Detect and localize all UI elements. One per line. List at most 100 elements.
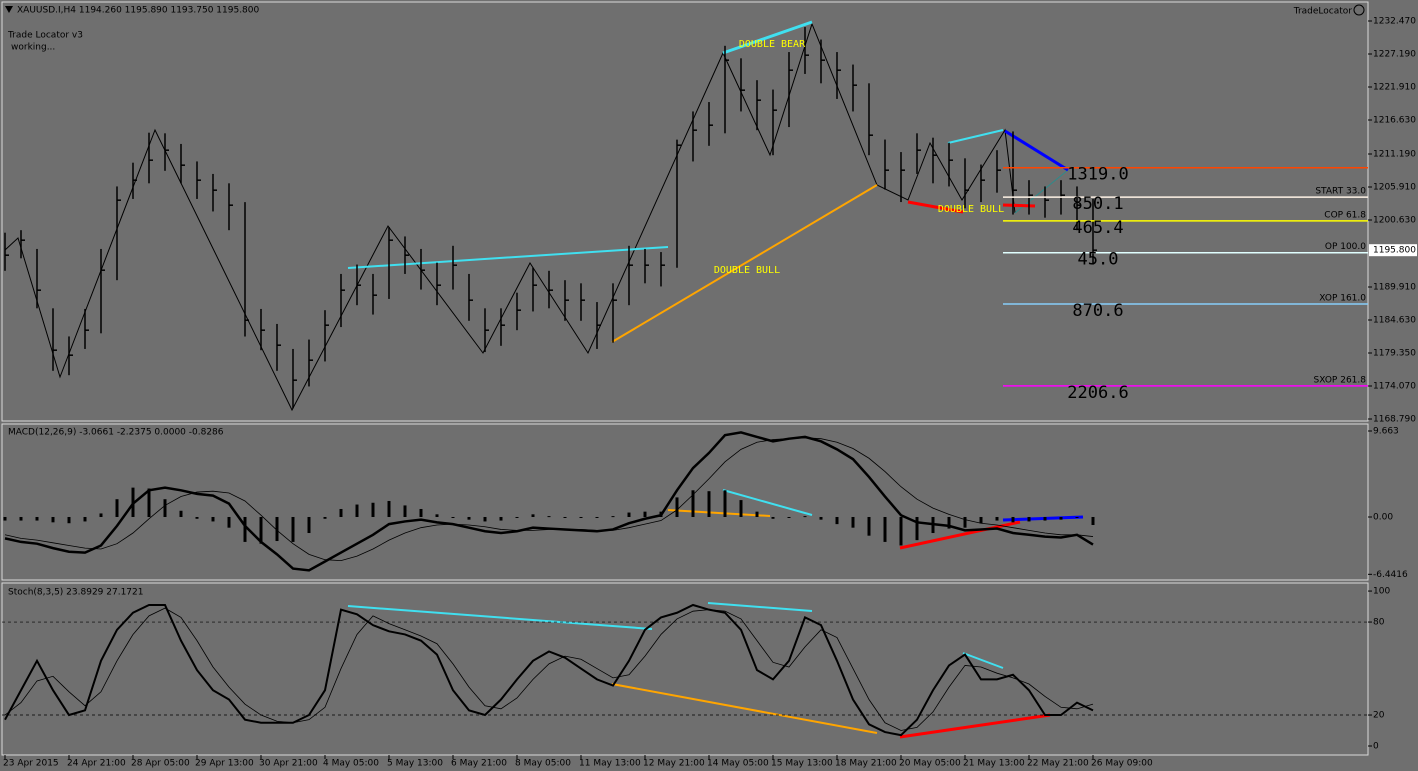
macd-histogram <box>1011 516 1015 523</box>
y-tick-label: 1205.910 <box>1373 183 1416 193</box>
y-tick-label: 1174.070 <box>1373 382 1416 392</box>
fib-level-label: START 33.0 <box>1315 187 1366 197</box>
price-panel <box>1 1 1369 422</box>
pattern-label: DOUBLE BEAR <box>739 39 806 50</box>
macd-histogram <box>163 499 167 517</box>
trendline <box>707 602 813 612</box>
stoch-title: Stoch(8,3,5) 23.8929 27.1721 <box>8 588 143 598</box>
macd-histogram <box>515 516 519 518</box>
y-tick-label: 1168.790 <box>1373 415 1416 425</box>
macd-histogram <box>723 490 727 517</box>
x-tick-label: 20 May 05:00 <box>899 759 961 769</box>
x-tick-label: 4 May 05:00 <box>323 759 379 769</box>
macd-histogram <box>1059 516 1063 520</box>
chart-title: XAUUSD.I,H4 1194.260 1195.890 1193.750 1… <box>17 6 260 16</box>
stoch-panel <box>1 582 1369 756</box>
macd-histogram <box>339 508 343 517</box>
macd-histogram <box>83 516 87 522</box>
fib-count: 465.4 <box>1072 218 1123 238</box>
macd-histogram <box>1091 516 1095 526</box>
y-tick-label: 0 <box>1373 742 1379 752</box>
macd-histogram <box>947 516 951 529</box>
main-line <box>4 603 1094 737</box>
signal-line <box>4 437 1094 562</box>
y-tick-label: 1211.190 <box>1373 150 1416 160</box>
macd-histogram <box>755 511 759 517</box>
macd-histogram <box>3 516 7 521</box>
x-tick-label: 23 Apr 2015 <box>3 759 59 769</box>
x-tick-label: 21 May 13:00 <box>963 759 1025 769</box>
macd-histogram <box>467 516 471 520</box>
x-tick-label: 30 Apr 21:00 <box>259 759 318 769</box>
symbol-icon[interactable] <box>5 6 13 13</box>
y-tick-label: -6.4416 <box>1373 570 1408 580</box>
macd-histogram <box>1043 516 1047 521</box>
y-tick-label: 0.00 <box>1373 512 1393 522</box>
x-tick-label: 12 May 21:00 <box>643 759 705 769</box>
indicator-status: working... <box>11 43 55 53</box>
macd-histogram <box>211 516 215 522</box>
macd-histogram <box>675 497 679 517</box>
y-tick-label: 1189.910 <box>1373 283 1416 293</box>
zigzag <box>4 22 1016 412</box>
y-tick-label: 1216.630 <box>1373 116 1416 126</box>
x-tick-label: 5 May 13:00 <box>387 759 443 769</box>
fib-level-label: COP 61.8 <box>1324 210 1366 220</box>
macd-title: MACD(12,26,9) -3.0661 -2.2375 0.0000 -0.… <box>8 428 224 438</box>
macd-histogram <box>611 516 615 518</box>
brand-icon[interactable] <box>1353 4 1365 16</box>
macd-histogram <box>227 516 231 528</box>
trendline <box>1004 129 1069 172</box>
macd-histogram <box>99 513 103 517</box>
x-tick-label: 22 May 21:00 <box>1027 759 1089 769</box>
macd-histogram <box>851 516 855 528</box>
x-tick-label: 8 May 05:00 <box>515 759 571 769</box>
trendline <box>722 489 813 516</box>
macd-histogram <box>307 516 311 534</box>
macd-histogram <box>371 502 375 517</box>
x-tick-label: 26 May 09:00 <box>1091 759 1153 769</box>
macd-histogram <box>707 491 711 517</box>
macd-histogram <box>595 516 599 518</box>
macd-histogram <box>995 516 999 521</box>
indicator-name: Trade Locator v3 <box>7 31 83 41</box>
macd-histogram <box>403 505 407 517</box>
fib-count: 2206.6 <box>1067 383 1128 403</box>
macd-histogram <box>787 516 791 518</box>
macd-histogram <box>259 516 263 544</box>
macd-histogram <box>483 516 487 522</box>
macd-histogram <box>323 516 327 519</box>
macd-histogram <box>195 516 199 519</box>
y-tick-label: 20 <box>1373 711 1385 721</box>
macd-histogram <box>883 516 887 542</box>
fib-count: 45.0 <box>1078 250 1119 270</box>
macd-histogram <box>387 500 391 517</box>
macd-histogram <box>979 516 983 524</box>
y-tick-label: 1179.350 <box>1373 349 1416 359</box>
y-tick-label: 1232.470 <box>1373 17 1416 27</box>
trendline <box>667 509 771 517</box>
fib-count: 870.6 <box>1072 301 1123 321</box>
macd-histogram <box>579 516 583 518</box>
macd-histogram <box>915 516 919 541</box>
signal-line <box>4 607 1094 731</box>
y-tick-label: 100 <box>1373 587 1390 597</box>
fib-count: 850.1 <box>1072 194 1123 214</box>
x-tick-label: 11 May 13:00 <box>579 759 641 769</box>
macd-histogram <box>867 516 871 536</box>
main-line <box>4 431 1094 572</box>
trendline <box>1002 515 1084 522</box>
macd-histogram <box>627 512 631 517</box>
macd-histogram <box>147 488 151 517</box>
macd-histogram <box>1027 516 1031 522</box>
macd-histogram <box>563 516 567 518</box>
macd-histogram <box>115 499 119 517</box>
fib-level-label: OP 100.0 <box>1325 242 1366 252</box>
macd-histogram <box>899 516 903 546</box>
macd-histogram <box>547 516 551 518</box>
y-tick-label: 1227.190 <box>1373 50 1416 60</box>
macd-histogram <box>803 516 807 518</box>
y-tick-label: 9.663 <box>1373 427 1399 437</box>
macd-histogram <box>531 514 535 517</box>
